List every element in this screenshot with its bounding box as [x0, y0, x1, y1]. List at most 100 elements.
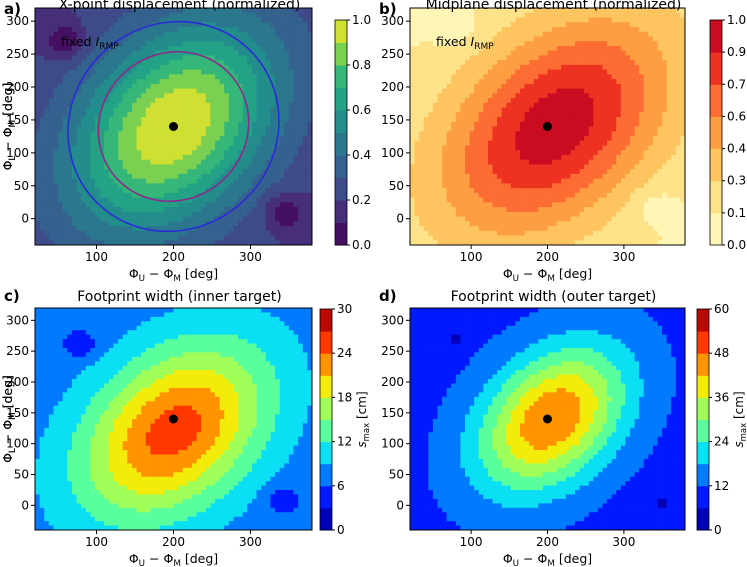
contour-cell [451, 154, 457, 161]
contour-cell [414, 140, 420, 147]
contour-cell [48, 173, 55, 180]
contour-cell [201, 17, 207, 23]
contour-cell [205, 164, 212, 170]
contour-cell [67, 22, 73, 28]
contour-cell [196, 173, 202, 180]
contour-cell [307, 8, 312, 14]
contour-cell [247, 154, 253, 161]
contour-cell [71, 112, 78, 118]
contour-cell [419, 88, 425, 94]
contour-cell [446, 50, 452, 56]
contour-cell [159, 188, 165, 194]
contour-cell [67, 126, 73, 132]
contour-cell [302, 121, 308, 128]
contour-cell [515, 93, 521, 99]
contour-cell [205, 41, 212, 47]
contour-cell [455, 169, 462, 175]
contour-cell [256, 41, 262, 47]
contour-cell [465, 131, 471, 137]
contour-cell [520, 22, 526, 28]
contour-cell [178, 202, 184, 208]
contour-cell [178, 145, 184, 151]
contour-cell [261, 178, 267, 184]
contour-cell [187, 22, 193, 28]
contour-cell [122, 102, 128, 109]
contour-cell [191, 69, 198, 75]
contour-cell [520, 211, 526, 218]
contour-cell [506, 36, 512, 42]
contour-cell [261, 145, 267, 151]
contour-cell [182, 207, 188, 213]
contour-cell [48, 188, 55, 194]
contour-cell [487, 55, 494, 61]
contour-cell [71, 55, 78, 61]
contour-cell [451, 8, 457, 14]
contour-cell [108, 41, 115, 47]
contour-cell [455, 112, 462, 118]
contour-cell [565, 154, 572, 161]
contour-cell [288, 207, 295, 213]
contour-cell [205, 36, 212, 42]
contour-cell [478, 102, 484, 109]
contour-cell [261, 50, 267, 56]
contour-cell [575, 131, 581, 137]
contour-cell [219, 145, 225, 151]
contour-cell [53, 202, 59, 208]
contour-cell [238, 131, 244, 137]
contour-cell [104, 8, 110, 14]
contour-cell [584, 41, 590, 47]
contour-cell [44, 36, 50, 42]
contour-cell [284, 64, 290, 71]
contour-cell [442, 121, 448, 128]
contour-cell [501, 207, 507, 213]
contour-cell [265, 221, 272, 227]
contour-cell [293, 31, 299, 38]
contour-cell [205, 178, 212, 184]
contour-cell [501, 93, 507, 99]
contour-cell [164, 159, 170, 166]
contour-cell [533, 83, 539, 90]
contour-cell [524, 126, 530, 132]
contour-cell [284, 159, 290, 166]
contour-cell [474, 121, 480, 128]
contour-cell [215, 69, 221, 75]
contour-cell [478, 83, 484, 90]
contour-cell [423, 226, 429, 232]
contour-cell [446, 98, 452, 104]
contour-cell [85, 235, 91, 241]
contour-cell [437, 69, 443, 75]
contour-cell [44, 131, 50, 137]
contour-cell [561, 207, 567, 213]
contour-cell [483, 64, 489, 71]
contour-cell [196, 50, 202, 56]
contour-cell [242, 145, 248, 151]
contour-cell [104, 107, 110, 113]
contour-cell [173, 64, 179, 71]
contour-cell [547, 50, 553, 56]
contour-cell [113, 150, 119, 156]
contour-cell [201, 150, 207, 156]
contour-cell [81, 64, 87, 71]
contour-cell [414, 88, 420, 94]
contour-cell [442, 50, 448, 56]
contour-cell [575, 8, 581, 14]
contour-cell [104, 192, 110, 199]
contour-cell [210, 192, 216, 199]
contour-cell [39, 8, 45, 14]
contour-cell [219, 131, 225, 137]
contour-cell [136, 88, 142, 94]
contour-cell [442, 22, 448, 28]
contour-cell [419, 192, 425, 199]
contour-cell [492, 230, 498, 237]
contour-cell [275, 26, 281, 33]
contour-cell [39, 17, 45, 23]
contour-cell [131, 216, 138, 222]
contour-cell [584, 50, 590, 56]
contour-cell [561, 230, 567, 237]
contour-cell [233, 131, 239, 137]
contour-cell [44, 150, 50, 156]
contour-cell [187, 173, 193, 180]
contour-cell [575, 107, 581, 113]
contour-cell [561, 164, 567, 170]
contour-cell [159, 26, 165, 33]
